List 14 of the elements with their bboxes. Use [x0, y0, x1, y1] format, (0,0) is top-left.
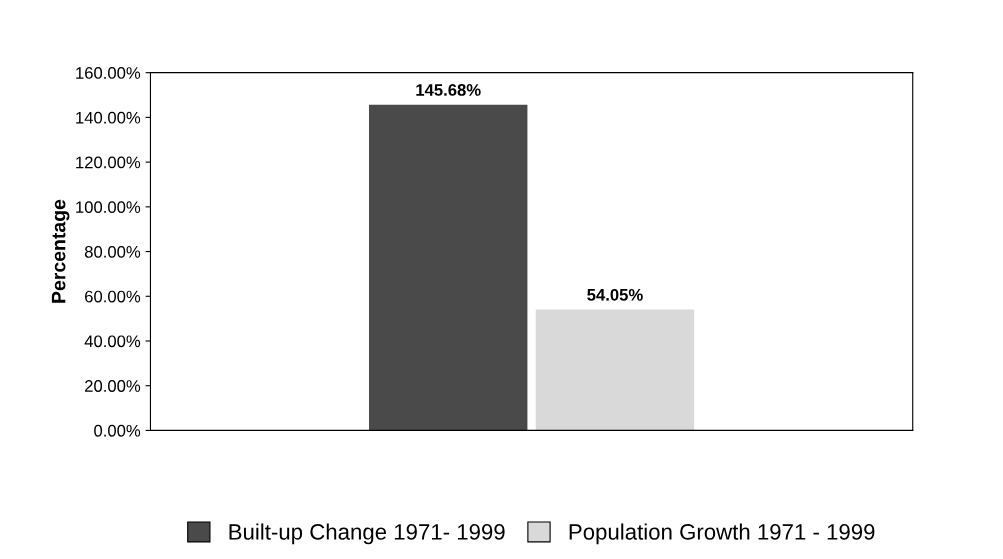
data-label: 145.68% [416, 84, 481, 96]
y-tick-label: 120.00% [76, 156, 141, 169]
y-tick-label: 40.00% [84, 335, 141, 348]
legend-label: Population Growth 1971 - 1999 [569, 523, 875, 545]
y-tick-label: 160.00% [76, 67, 141, 79]
y-tick-label: 80.00% [84, 245, 141, 258]
y-tick-label: 100.00% [76, 201, 141, 214]
y-tick-label: 0.00% [94, 424, 141, 437]
data-label: 54.05% [587, 288, 643, 301]
y-axis-title: Percentage [51, 199, 70, 303]
y-tick-label: 60.00% [85, 290, 141, 303]
legend-label: Built-up Change 1971- 1999 [229, 523, 505, 545]
y-tick-label: 20.00% [85, 380, 141, 392]
y-tick-label: 140.00% [76, 111, 141, 124]
